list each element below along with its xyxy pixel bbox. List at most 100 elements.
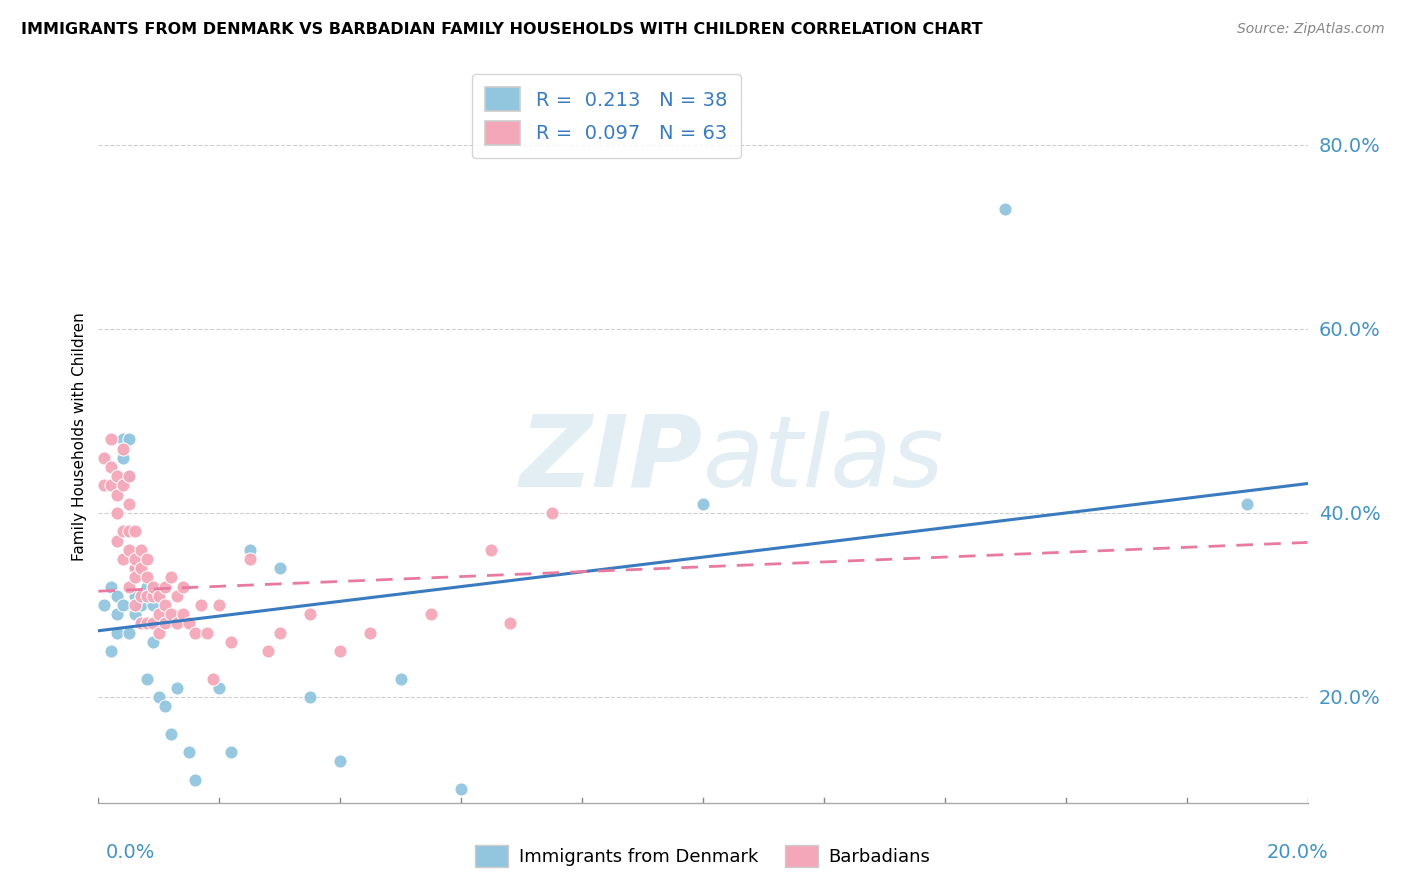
Y-axis label: Family Households with Children: Family Households with Children bbox=[72, 313, 87, 561]
Point bbox=[105, 487, 128, 501]
Point bbox=[148, 607, 170, 622]
Point bbox=[111, 433, 134, 447]
Point bbox=[105, 625, 128, 640]
Point bbox=[160, 570, 183, 584]
Point bbox=[93, 598, 115, 612]
Point bbox=[166, 616, 188, 631]
Point bbox=[105, 469, 128, 483]
Point bbox=[166, 589, 188, 603]
Point bbox=[111, 598, 134, 612]
Point bbox=[118, 469, 141, 483]
Point bbox=[118, 625, 141, 640]
Point bbox=[135, 616, 157, 631]
Point bbox=[208, 598, 231, 612]
Point bbox=[269, 561, 291, 575]
Point bbox=[1236, 497, 1258, 511]
Point bbox=[118, 497, 141, 511]
Point bbox=[160, 607, 183, 622]
Point bbox=[160, 727, 183, 741]
Point bbox=[105, 506, 128, 520]
Point bbox=[994, 202, 1017, 217]
Point bbox=[111, 478, 134, 492]
Point bbox=[299, 690, 322, 704]
Point bbox=[93, 478, 115, 492]
Point bbox=[179, 745, 201, 759]
Text: 0.0%: 0.0% bbox=[105, 843, 155, 862]
Point bbox=[124, 561, 146, 575]
Point bbox=[135, 672, 157, 686]
Point bbox=[148, 690, 170, 704]
Point bbox=[135, 580, 157, 594]
Point bbox=[360, 625, 382, 640]
Point bbox=[498, 616, 520, 631]
Point bbox=[93, 450, 115, 465]
Point bbox=[208, 681, 231, 695]
Point bbox=[142, 580, 165, 594]
Point bbox=[124, 570, 146, 584]
Point bbox=[184, 625, 207, 640]
Point bbox=[329, 644, 352, 658]
Point bbox=[142, 598, 165, 612]
Point bbox=[389, 672, 412, 686]
Text: ZIP: ZIP bbox=[520, 410, 703, 508]
Point bbox=[129, 561, 152, 575]
Point bbox=[111, 524, 134, 539]
Point bbox=[329, 755, 352, 769]
Point bbox=[124, 561, 146, 575]
Point bbox=[129, 589, 152, 603]
Point bbox=[202, 672, 225, 686]
Point bbox=[172, 607, 194, 622]
Point bbox=[239, 542, 262, 557]
Point bbox=[153, 598, 176, 612]
Point bbox=[100, 460, 122, 475]
Point bbox=[105, 533, 128, 548]
Point bbox=[148, 625, 170, 640]
Point bbox=[142, 634, 165, 648]
Point bbox=[124, 598, 146, 612]
Point bbox=[166, 681, 188, 695]
Point bbox=[100, 478, 122, 492]
Point bbox=[111, 552, 134, 566]
Text: atlas: atlas bbox=[703, 410, 945, 508]
Text: 20.0%: 20.0% bbox=[1267, 843, 1329, 862]
Point bbox=[299, 607, 322, 622]
Point bbox=[118, 433, 141, 447]
Point bbox=[239, 552, 262, 566]
Point bbox=[100, 433, 122, 447]
Point bbox=[105, 607, 128, 622]
Point bbox=[221, 745, 243, 759]
Point bbox=[124, 552, 146, 566]
Point bbox=[100, 580, 122, 594]
Point bbox=[540, 506, 562, 520]
Text: IMMIGRANTS FROM DENMARK VS BARBADIAN FAMILY HOUSEHOLDS WITH CHILDREN CORRELATION: IMMIGRANTS FROM DENMARK VS BARBADIAN FAM… bbox=[21, 22, 983, 37]
Point bbox=[420, 607, 443, 622]
Point bbox=[450, 782, 472, 797]
Point bbox=[129, 616, 152, 631]
Point bbox=[135, 552, 157, 566]
Point bbox=[111, 450, 134, 465]
Point bbox=[135, 589, 157, 603]
Point bbox=[111, 442, 134, 456]
Legend: Immigrants from Denmark, Barbadians: Immigrants from Denmark, Barbadians bbox=[468, 838, 938, 874]
Point bbox=[129, 616, 152, 631]
Point bbox=[148, 589, 170, 603]
Point bbox=[195, 625, 218, 640]
Legend: R =  0.213   N = 38, R =  0.097   N = 63: R = 0.213 N = 38, R = 0.097 N = 63 bbox=[471, 74, 741, 158]
Point bbox=[190, 598, 212, 612]
Point bbox=[124, 607, 146, 622]
Point bbox=[118, 469, 141, 483]
Point bbox=[153, 699, 176, 714]
Point bbox=[142, 589, 165, 603]
Point bbox=[118, 542, 141, 557]
Point bbox=[692, 497, 714, 511]
Point bbox=[129, 598, 152, 612]
Point bbox=[172, 580, 194, 594]
Point bbox=[118, 580, 141, 594]
Point bbox=[129, 542, 152, 557]
Point bbox=[179, 616, 201, 631]
Point bbox=[135, 570, 157, 584]
Point bbox=[481, 542, 503, 557]
Point bbox=[256, 644, 278, 658]
Point bbox=[105, 589, 128, 603]
Point bbox=[221, 634, 243, 648]
